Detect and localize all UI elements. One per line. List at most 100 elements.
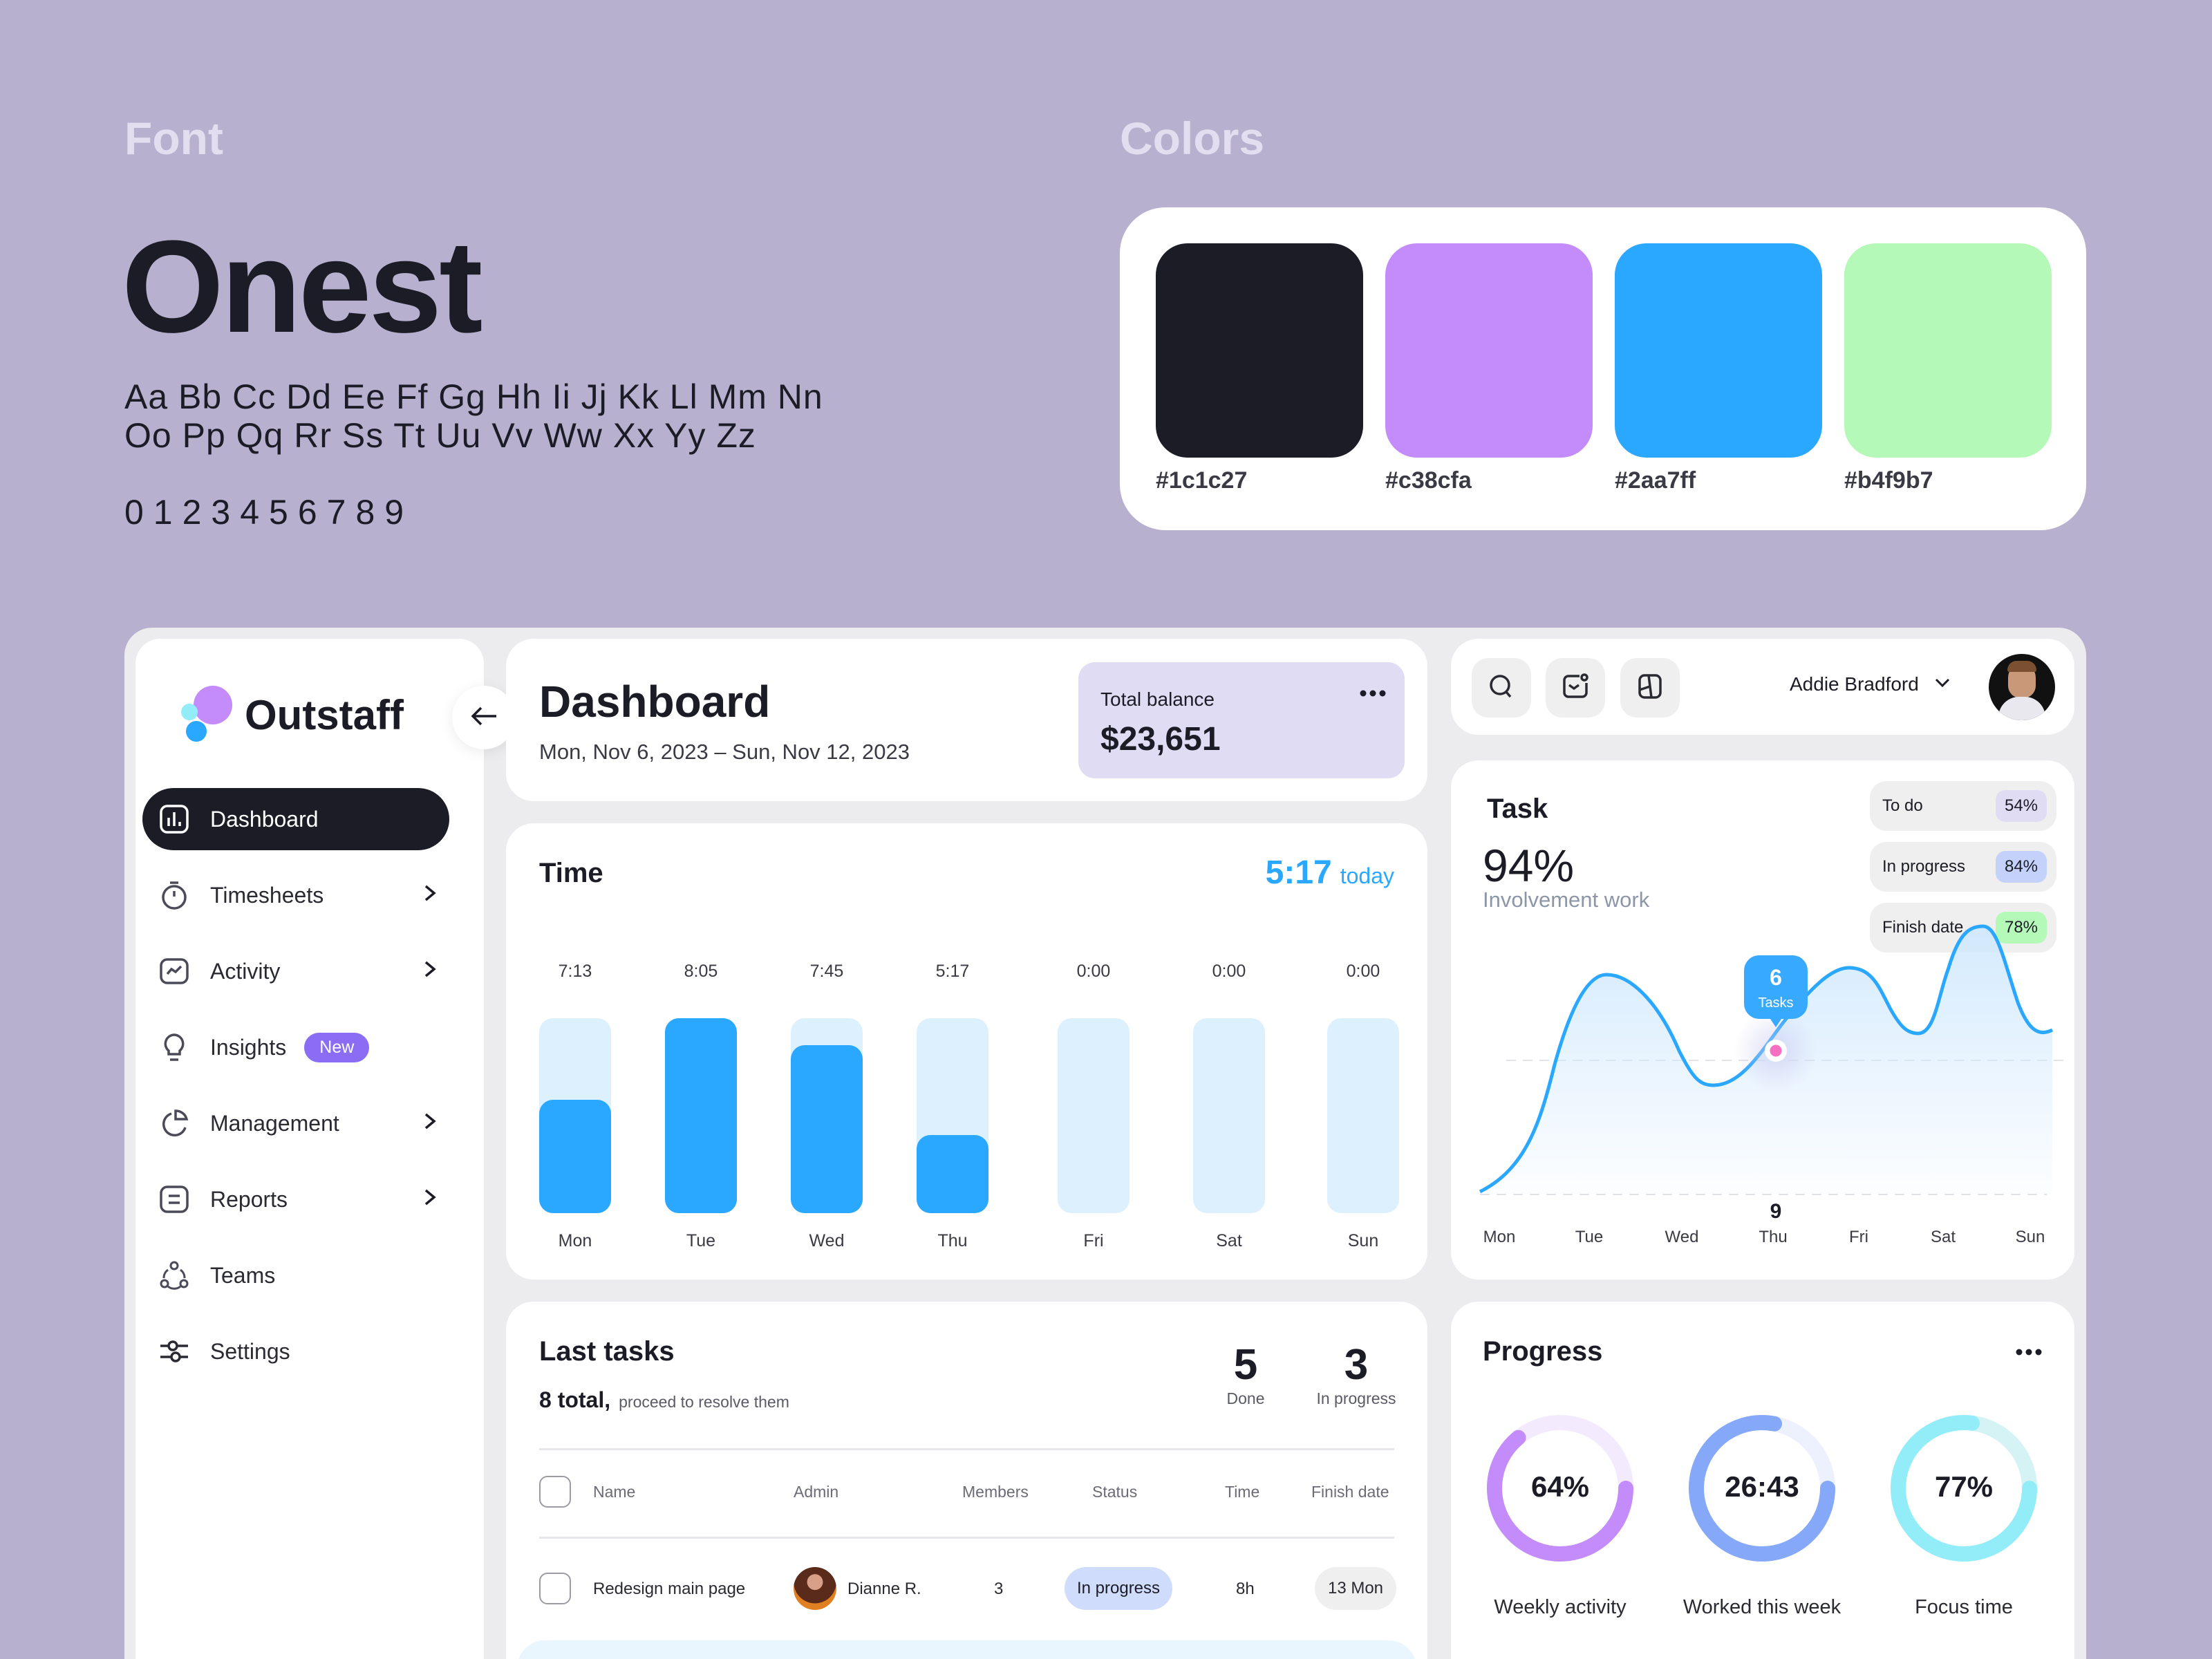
chevron-right-icon xyxy=(422,882,449,909)
task-card-title: Task xyxy=(1487,794,1548,824)
sliders-icon xyxy=(159,1336,189,1367)
top-bar: Addie Bradford xyxy=(1451,639,2074,735)
sidebar-item-reports[interactable]: Reports xyxy=(142,1168,449,1230)
column-header-name[interactable]: Name xyxy=(593,1483,636,1501)
bar-track xyxy=(1327,1018,1399,1213)
sidebar-item-label: Reports xyxy=(210,1186,288,1212)
row-checkbox[interactable] xyxy=(539,1573,571,1604)
swatch-blue xyxy=(1615,243,1822,458)
tasks-total-sub: proceed to resolve them xyxy=(619,1393,789,1411)
table-row[interactable]: Redesign main page Dianne R. 3 In progre… xyxy=(506,1550,1427,1620)
inprogress-label: In progress xyxy=(1316,1389,1396,1407)
status-badge: In progress xyxy=(1065,1567,1172,1610)
task-line-chart xyxy=(1479,924,2066,1195)
layout-button[interactable] xyxy=(1620,658,1680,718)
progress-ring xyxy=(1689,1415,1835,1562)
bar-value-label: 7:13 xyxy=(558,962,592,981)
x-axis-label: Mon xyxy=(1483,1228,1516,1246)
progress-ring xyxy=(1487,1415,1633,1562)
chevron-right-icon xyxy=(422,1110,449,1137)
done-count: 5 xyxy=(1233,1341,1258,1389)
bar-day-label: Wed xyxy=(809,1231,845,1250)
column-header-finish-date[interactable]: Finish date xyxy=(1311,1483,1389,1501)
tasks-total: 8 total, proceed to resolve them xyxy=(539,1387,789,1413)
swatch-label: #2aa7ff xyxy=(1615,467,1696,494)
sidebar-item-label: Insights xyxy=(210,1034,287,1060)
sidebar-item-insights[interactable]: Insights New xyxy=(142,1016,449,1078)
x-axis-label: Fri xyxy=(1849,1228,1868,1246)
arrow-left-icon xyxy=(470,706,498,730)
swatch-label: #1c1c27 xyxy=(1156,467,1248,494)
task-name: Redesign main page xyxy=(593,1580,746,1598)
done-label: Done xyxy=(1226,1389,1265,1407)
pill-value: 84% xyxy=(1996,851,2047,883)
table-row-highlighted[interactable] xyxy=(517,1640,1416,1659)
bar-track xyxy=(1193,1018,1265,1213)
time-card: Time 5:17 today 7:13 Mon 8:05 Tue 7:45 Wed 5:1… xyxy=(506,823,1427,1280)
column-header-members[interactable]: Members xyxy=(962,1483,1029,1501)
today-label: today xyxy=(1340,863,1394,888)
bar-value-label: 7:45 xyxy=(809,962,844,981)
mail-button[interactable] xyxy=(1546,658,1605,718)
bar-sun[interactable] xyxy=(1327,1018,1399,1213)
bar-day-label: Fri xyxy=(1083,1231,1104,1250)
bar-fri[interactable] xyxy=(1058,1018,1130,1213)
bar-mon[interactable] xyxy=(539,1018,611,1213)
involvement-label: Involvement work xyxy=(1483,888,1650,912)
pill-value: 54% xyxy=(1996,790,2047,822)
bar-thu[interactable] xyxy=(917,1018,988,1213)
ring-label: Worked this week xyxy=(1683,1596,1841,1618)
sidebar-item-teams[interactable]: Teams xyxy=(142,1244,449,1306)
pill-label: Finish date xyxy=(1882,918,1964,937)
involvement-percent: 94% xyxy=(1483,840,1575,891)
column-header-time[interactable]: Time xyxy=(1225,1483,1260,1501)
bar-sat[interactable] xyxy=(1193,1018,1265,1213)
more-horizontal-icon xyxy=(2015,1347,2043,1359)
user-name: Addie Bradford xyxy=(1790,673,1919,695)
swatch-dark xyxy=(1156,243,1363,458)
balance-label: Total balance xyxy=(1100,688,1215,710)
progress-more-button[interactable] xyxy=(2015,1347,2043,1360)
sidebar-item-label: Teams xyxy=(210,1262,276,1288)
tasks-total-count: 8 total, xyxy=(539,1387,611,1412)
divider xyxy=(539,1448,1394,1450)
digits-sample: 0123456789 xyxy=(124,493,414,532)
bar-day-label: Tue xyxy=(686,1231,716,1250)
highlight-day-number: 9 xyxy=(1770,1200,1782,1223)
progress-card: Progress 64% Weekly activity 26:43 Worked t… xyxy=(1451,1302,2074,1659)
user-avatar[interactable] xyxy=(1989,654,2055,720)
bar-value-label: 8:05 xyxy=(684,962,718,981)
column-header-admin[interactable]: Admin xyxy=(794,1483,839,1501)
pill-label: In progress xyxy=(1882,857,1966,876)
page-title: Dashboard xyxy=(539,677,771,727)
teams-icon xyxy=(159,1260,189,1291)
bar-value-label: 0:00 xyxy=(1346,962,1380,981)
search-icon xyxy=(1488,673,1515,704)
bar-value-label: 5:17 xyxy=(935,962,970,981)
bar-fill xyxy=(791,1045,863,1213)
search-button[interactable] xyxy=(1472,658,1531,718)
sidebar-item-activity[interactable]: Activity xyxy=(142,940,449,1002)
bar-day-label: Sat xyxy=(1216,1231,1242,1250)
swatch-green xyxy=(1844,243,2052,458)
members-count: 3 xyxy=(994,1580,1004,1598)
user-menu[interactable]: Addie Bradford xyxy=(1790,673,1951,695)
bar-wed[interactable] xyxy=(791,1018,863,1213)
stopwatch-icon xyxy=(159,880,189,910)
balance-value: $23,651 xyxy=(1100,721,1221,758)
select-all-checkbox[interactable] xyxy=(539,1476,571,1508)
sidebar-item-management[interactable]: Management xyxy=(142,1092,449,1154)
sidebar-item-dashboard[interactable]: Dashboard xyxy=(142,788,449,850)
task-time: 8h xyxy=(1236,1580,1255,1598)
collapse-sidebar-button[interactable] xyxy=(452,686,516,749)
progress-title: Progress xyxy=(1483,1336,1603,1367)
date-range: Mon, Nov 6, 2023 – Sun, Nov 12, 2023 xyxy=(539,740,910,764)
activity-icon xyxy=(159,956,189,986)
sidebar-item-timesheets[interactable]: Timesheets xyxy=(142,864,449,926)
more-options-button[interactable] xyxy=(1359,688,1387,701)
more-horizontal-icon xyxy=(1359,688,1387,700)
bar-tue[interactable] xyxy=(665,1018,737,1213)
column-header-status[interactable]: Status xyxy=(1092,1483,1138,1501)
bar-day-label: Sun xyxy=(1347,1231,1379,1250)
sidebar-item-settings[interactable]: Settings xyxy=(142,1320,449,1382)
